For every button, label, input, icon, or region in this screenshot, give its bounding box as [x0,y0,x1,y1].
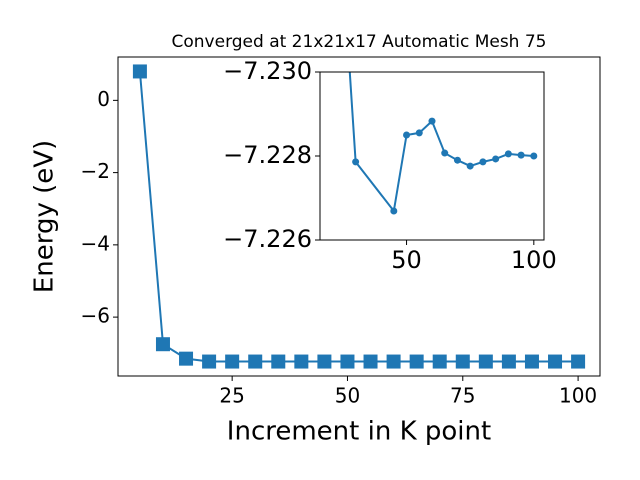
series-group [348,72,538,215]
data-point [179,351,194,366]
x-tick-label: 75 [450,384,475,408]
y-tick-label: −2 [81,159,110,183]
x-tick-label: 100 [511,246,557,274]
y-axis-label: Energy (eV) [30,140,60,293]
data-point [571,354,586,369]
data-point [453,156,461,164]
y-tick-label: −7.226 [223,225,312,253]
data-point [548,354,563,369]
data-point [492,155,500,163]
data-point [479,158,487,166]
data-point [363,354,378,369]
x-tick-label: 100 [559,384,597,408]
x-tick-label: 50 [335,384,360,408]
data-point [466,162,474,170]
data-point [432,354,447,369]
series-group [132,64,586,369]
data-point [441,149,449,157]
plot-frame [117,56,601,377]
data-point [202,354,217,369]
data-point [225,354,240,369]
data-point [504,150,512,158]
data-point [428,117,436,125]
data-point [155,337,170,352]
y-tick-label: −6 [81,304,110,328]
data-point [517,151,525,159]
data-point [294,354,309,369]
data-point [132,64,147,79]
y-tick-label: 0 [97,87,110,111]
data-point [390,207,398,215]
data-point [248,354,263,369]
data-point [386,354,401,369]
x-tick-label: 25 [219,384,244,408]
data-point [530,152,538,160]
plot-frame [319,71,545,241]
y-tick-label: −7.228 [223,141,312,169]
data-point [317,354,332,369]
data-point [352,158,360,166]
data-point [501,354,516,369]
data-point [524,354,539,369]
y-tick-label: −4 [81,231,110,255]
data-point [478,354,493,369]
data-point [340,354,355,369]
x-tick-label: 50 [391,246,422,274]
data-point [271,354,286,369]
data-point [455,354,470,369]
data-point [415,129,423,137]
x-axis-label: Increment in K point [227,417,491,447]
data-point [409,354,424,369]
chart-title: Converged at 21x21x17 Automatic Mesh 75 [172,32,547,52]
y-tick-label: −7.230 [223,57,312,85]
data-point [403,131,411,139]
